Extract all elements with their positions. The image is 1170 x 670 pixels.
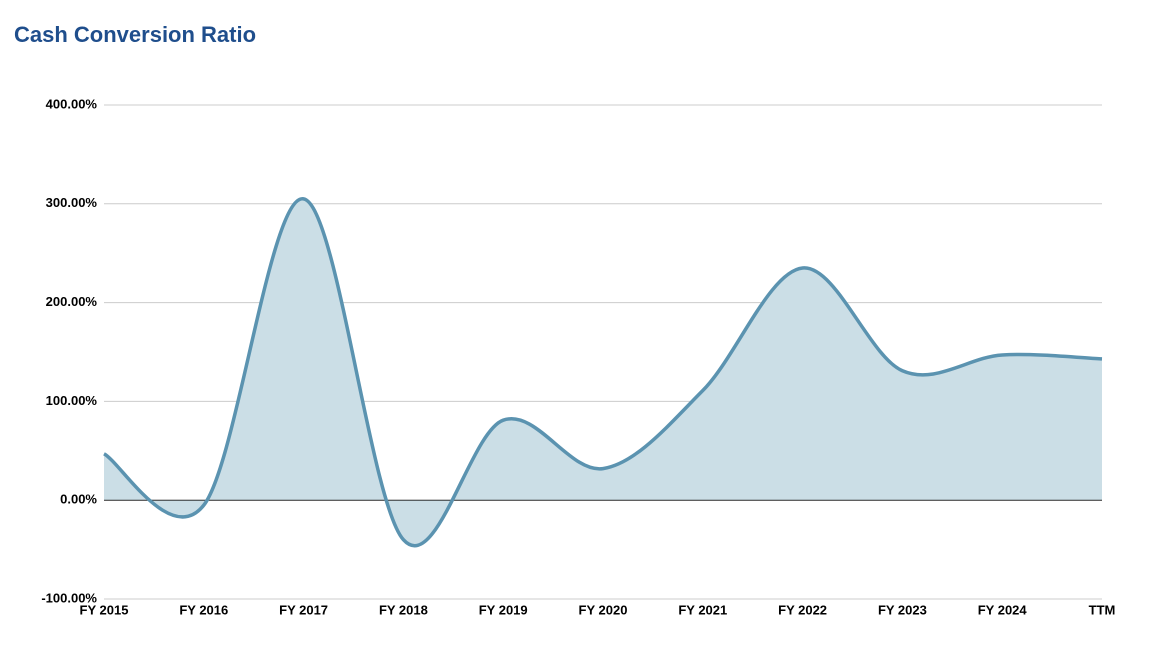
x-tick-label: FY 2015 [80,602,129,617]
x-tick-label: FY 2024 [978,602,1028,617]
y-tick-label: 300.00% [46,195,98,210]
x-tick-label: FY 2016 [179,602,228,617]
chart-title: Cash Conversion Ratio [14,22,256,47]
x-tick-label: FY 2020 [579,602,628,617]
y-tick-label: 0.00% [60,492,97,507]
x-tick-label: FY 2021 [678,602,727,617]
y-tick-label: 100.00% [46,393,98,408]
y-tick-label: -100.00% [41,590,97,605]
x-tick-label: TTM [1089,602,1116,617]
y-tick-label: 200.00% [46,294,98,309]
y-tick-label: 400.00% [46,96,98,111]
x-tick-label: FY 2019 [479,602,528,617]
line [103,197,1103,548]
x-tick-label: FY 2018 [379,602,428,617]
x-tick-label: FY 2023 [878,602,927,617]
area [104,198,1102,546]
x-tick-label: FY 2022 [778,602,827,617]
x-tick-label: FY 2017 [279,602,328,617]
